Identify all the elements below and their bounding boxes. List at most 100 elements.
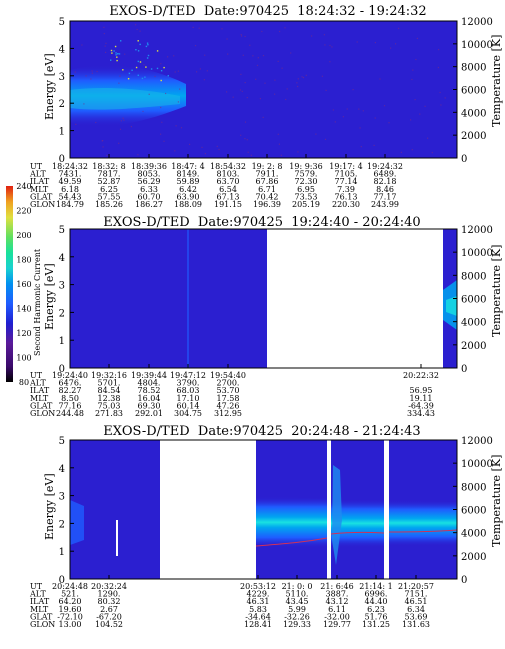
panel-1-ylabel: Energy [eV]: [43, 53, 56, 120]
ephemeris-value: 5.99: [288, 605, 306, 614]
ephemeris-value: 7151.: [405, 590, 428, 599]
noise-point: [95, 121, 97, 124]
noise-point: [352, 89, 354, 91]
sparse-point: [120, 40, 122, 42]
sparse-point: [145, 45, 148, 48]
y2-tick-label: 6000: [461, 295, 486, 306]
noise-point: [242, 54, 244, 56]
panel-2-band-right-core: [446, 296, 457, 316]
y-tick-label: 5: [59, 436, 65, 447]
noise-point: [274, 93, 276, 95]
noise-point: [383, 105, 386, 107]
ephemeris-value: 82.27: [59, 386, 82, 395]
noise-point: [296, 82, 298, 84]
panel-3-band-block-3: [331, 499, 384, 548]
noise-point: [286, 88, 288, 90]
noise-point: [415, 58, 417, 61]
sparse-point: [156, 50, 159, 52]
sparse-point: [146, 42, 149, 44]
sparse-point: [115, 54, 117, 56]
ephemeris-value: 6.95: [297, 185, 315, 194]
ephemeris-value: 19:17: 4: [329, 162, 362, 171]
noise-point: [388, 122, 390, 124]
noise-point: [239, 89, 242, 91]
noise-point: [431, 152, 433, 154]
ephemeris-value: 60.70: [138, 192, 161, 201]
noise-point: [142, 110, 144, 112]
y2-tick-label: 6000: [461, 506, 486, 517]
ephemeris-value: 19:32:16: [91, 371, 127, 380]
sparse-point: [115, 52, 117, 54]
ephemeris-value: 6.11: [328, 605, 346, 614]
panel-3: EXOS-D/TED Date:970425 20:24:48 - 21:24:…: [29, 424, 503, 629]
y-tick-label: 1: [59, 547, 65, 558]
ephemeris-value: 19:54:40: [210, 371, 246, 380]
noise-point: [329, 44, 331, 47]
noise-point: [440, 104, 442, 106]
ephemeris-value: 131.25: [362, 620, 390, 629]
noise-point: [160, 106, 162, 109]
noise-point: [91, 70, 93, 72]
ephemeris-value: 6996.: [365, 590, 388, 599]
y-tick-label: 0: [59, 154, 65, 165]
noise-point: [103, 26, 105, 28]
ephemeris-value: 185.26: [95, 200, 123, 209]
ephemeris-value: 57.55: [98, 192, 121, 201]
ephemeris-value: 43.12: [326, 597, 349, 606]
noise-point: [259, 98, 261, 100]
ephemeris-row-label: GLON: [30, 409, 55, 418]
panel-3-axes: 0 1 2 3 4 5 0 2000 4000 6000 8000 10000 12000: [59, 436, 493, 586]
ephemeris-row-label: ALT: [29, 379, 46, 388]
noise-point: [203, 79, 205, 81]
noise-point: [332, 109, 334, 111]
ephemeris-value: 5.83: [249, 605, 267, 614]
noise-point: [400, 151, 402, 153]
ephemeris-value: 244.48: [56, 409, 84, 418]
ephemeris-value: -32.00: [324, 612, 350, 621]
y2-tick-label: 4000: [461, 529, 486, 540]
noise-point: [390, 47, 392, 49]
ephemeris-value: 334.43: [407, 409, 435, 418]
noise-point: [321, 75, 323, 77]
noise-point: [106, 154, 108, 156]
noise-point: [154, 75, 156, 78]
colorbar-tick-label: 240: [16, 182, 31, 191]
ephemeris-value: 64.20: [59, 597, 82, 606]
panel-1-sparse-points: [74, 24, 446, 156]
sparse-point: [114, 45, 117, 48]
noise-point: [290, 52, 292, 54]
y-tick-label: 3: [59, 281, 65, 292]
noise-point: [206, 70, 208, 72]
sparse-point: [139, 61, 142, 63]
y-tick-label: 5: [59, 225, 65, 236]
ephemeris-value: 63.90: [177, 192, 200, 201]
noise-point: [244, 138, 246, 140]
noise-point: [148, 93, 150, 95]
noise-point: [161, 121, 163, 123]
noise-point: [342, 116, 344, 118]
noise-point: [177, 70, 179, 72]
noise-point: [244, 82, 246, 84]
y2-tick-label: 12000: [461, 225, 493, 236]
noise-point: [241, 35, 243, 37]
ephemeris-value: 129.77: [323, 620, 351, 629]
noise-point: [173, 55, 175, 57]
ephemeris-value: 54.43: [59, 192, 82, 201]
noise-point: [427, 137, 429, 139]
colorbar-tick-label: 180: [16, 256, 31, 265]
noise-point: [416, 37, 418, 39]
panel-1-ephemeris: UTALTILATMLTGLATGLON18:24:327431.49.596.…: [29, 162, 403, 209]
y-tick-label: 1: [59, 336, 65, 347]
ephemeris-value: 129.33: [283, 620, 311, 629]
noise-point: [279, 30, 281, 33]
panel-3-band-block-4: [389, 500, 457, 546]
y-tick-label: 4: [59, 464, 65, 475]
ephemeris-row-label: UT: [30, 582, 43, 591]
ephemeris-value: 21:14: 1: [359, 582, 392, 591]
y-tick-label: 2: [59, 308, 65, 319]
ephemeris-row-label: ALT: [29, 170, 46, 179]
ephemeris-value: 19: 9:36: [289, 162, 322, 171]
sparse-point: [163, 66, 165, 69]
ephemeris-row-label: UT: [30, 162, 43, 171]
